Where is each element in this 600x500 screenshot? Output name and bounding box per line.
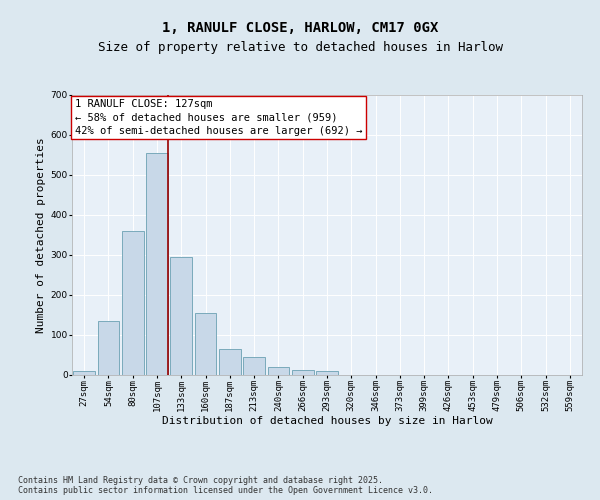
Bar xyxy=(292,370,314,375)
Text: 1, RANULF CLOSE, HARLOW, CM17 0GX: 1, RANULF CLOSE, HARLOW, CM17 0GX xyxy=(162,20,438,34)
Text: 1 RANULF CLOSE: 127sqm
← 58% of detached houses are smaller (959)
42% of semi-de: 1 RANULF CLOSE: 127sqm ← 58% of detached… xyxy=(74,99,362,136)
Text: Contains HM Land Registry data © Crown copyright and database right 2025.
Contai: Contains HM Land Registry data © Crown c… xyxy=(18,476,433,495)
Bar xyxy=(170,257,192,375)
Bar xyxy=(243,357,265,375)
Bar xyxy=(219,349,241,375)
Bar xyxy=(97,321,119,375)
X-axis label: Distribution of detached houses by size in Harlow: Distribution of detached houses by size … xyxy=(161,416,493,426)
Bar xyxy=(146,153,168,375)
Bar xyxy=(122,231,143,375)
Bar xyxy=(194,313,217,375)
Text: Size of property relative to detached houses in Harlow: Size of property relative to detached ho… xyxy=(97,41,503,54)
Y-axis label: Number of detached properties: Number of detached properties xyxy=(37,137,46,333)
Bar xyxy=(73,371,95,375)
Bar xyxy=(316,371,338,375)
Bar xyxy=(268,367,289,375)
